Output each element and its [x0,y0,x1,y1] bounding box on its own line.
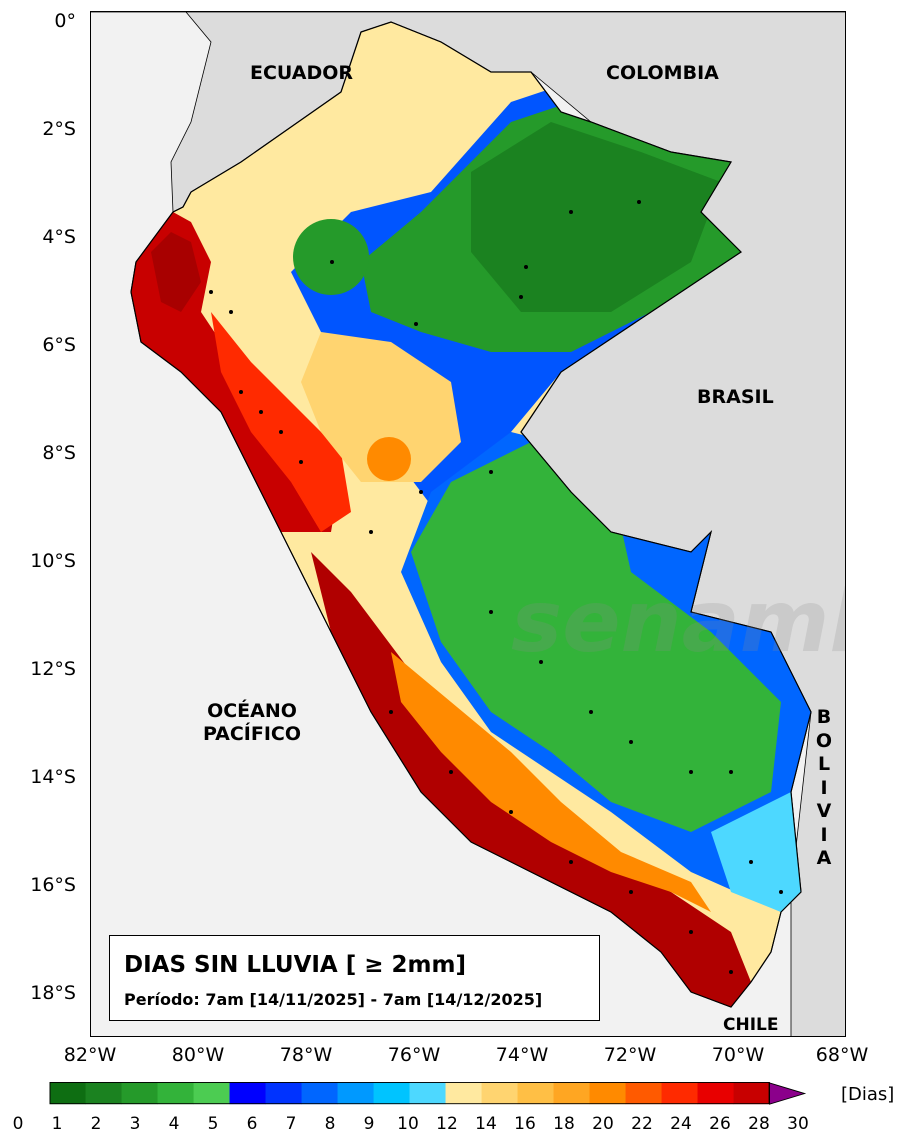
lon-label-70w: 70°W [711,1044,765,1066]
map-period: Período: 7am [14/11/2025] - 7am [14/12/2… [124,990,543,1009]
colorbar-tick-label: 20 [592,1114,614,1134]
weather-stations [209,200,783,974]
colorbar-cell [157,1082,194,1105]
lat-label-12s: 12°S [30,658,76,680]
colorbar-tick-label: 24 [670,1114,692,1134]
colorbar-tick-label: 16 [514,1114,536,1134]
colorbar-tick-label: 9 [363,1114,375,1134]
colorbar-tick-label: 2 [90,1114,102,1134]
lat-label-0: 0° [54,10,76,32]
map-panel: senamhi [90,11,846,1037]
colorbar-cell [373,1082,410,1105]
colorbar-tick-label: 30 [787,1114,809,1134]
lat-label-6s: 6°S [42,334,76,356]
colorbar-tick-label: 6 [246,1114,258,1134]
lat-label-18s: 18°S [30,982,76,1004]
lon-label-78w: 78°W [279,1044,333,1066]
lon-label-74w: 74°W [495,1044,549,1066]
lat-label-10s: 10°S [30,550,76,572]
colorbar-tick-label: 3 [129,1114,141,1134]
country-label-brasil: BRASIL [697,386,774,408]
colorbar-cell [553,1082,590,1105]
lon-label-82w: 82°W [63,1044,117,1066]
ocean-label-line2: PACÍFICO [202,723,302,745]
colorbar-border [49,1082,770,1105]
colorbar-tick-label: 7 [285,1114,297,1134]
colorbar-tick-label: 1 [51,1114,63,1134]
colorbar-tick-label: 4 [168,1114,180,1134]
lat-label-14s: 14°S [30,766,76,788]
peru-border [130,21,812,1008]
peru-precipitation-map [91,12,845,1036]
colorbar-cell [481,1082,518,1105]
colorbar-cell [589,1082,626,1105]
colorbar-extend-arrow [769,1082,807,1105]
map-title: DIAS SIN LLUVIA [ ≥ 2mm] [124,952,466,978]
country-label-ecuador: ECUADOR [250,62,354,84]
lon-label-76w: 76°W [387,1044,441,1066]
colorbar-tick-label: 18 [553,1114,575,1134]
lat-label-16s: 16°S [30,874,76,896]
colorbar-unit: [Dias] [841,1084,895,1105]
country-label-chile: CHILE [723,1015,779,1035]
lon-label-72w: 72°W [603,1044,657,1066]
colorbar-cell [517,1082,554,1105]
colorbar-cell [301,1082,338,1105]
colorbar-cell [265,1082,302,1105]
colorbar-tick-label: 22 [631,1114,653,1134]
colorbar-tick-label: 10 [397,1114,419,1134]
colorbar-tick-label: 12 [436,1114,458,1134]
colorbar-cell [337,1082,374,1105]
senamhi-watermark: senamhi [511,572,845,672]
colorbar-cell [121,1082,158,1105]
title-box: DIAS SIN LLUVIA [ ≥ 2mm] Período: 7am [1… [109,935,600,1021]
colorbar-tick-label: 14 [475,1114,497,1134]
country-label-bolivia: B O L I V I A [815,706,833,869]
colorbar-cell [229,1082,266,1105]
colorbar-cell [49,1082,86,1105]
lat-label-4s: 4°S [42,226,76,248]
colorbar-cell [193,1082,230,1105]
colorbar-tick-label: 5 [207,1114,219,1134]
colorbar-tick-label: 8 [324,1114,336,1134]
colorbar-tick-label: 26 [709,1114,731,1134]
colorbar-tick-label: 28 [748,1114,770,1134]
rainfall-contours [131,82,811,1007]
lat-label-8s: 8°S [42,442,76,464]
colorbar-cell [661,1082,698,1105]
colorbar-cell [625,1082,662,1105]
lon-label-80w: 80°W [171,1044,225,1066]
country-label-colombia: COLOMBIA [606,62,719,84]
colorbar [49,1082,807,1105]
lon-label-68w: 68°W [815,1044,869,1066]
colorbar-cell [85,1082,122,1105]
colorbar-cell [697,1082,734,1105]
ocean-label: OCÉANO PACÍFICO [196,700,308,746]
lat-label-2s: 2°S [42,118,76,140]
colorbar-cell [409,1082,446,1105]
colorbar-tick-label: 0 [12,1114,24,1134]
colorbar-cell [445,1082,482,1105]
colorbar-cell [733,1082,770,1105]
ocean-label-line1: OCÉANO [207,700,297,722]
